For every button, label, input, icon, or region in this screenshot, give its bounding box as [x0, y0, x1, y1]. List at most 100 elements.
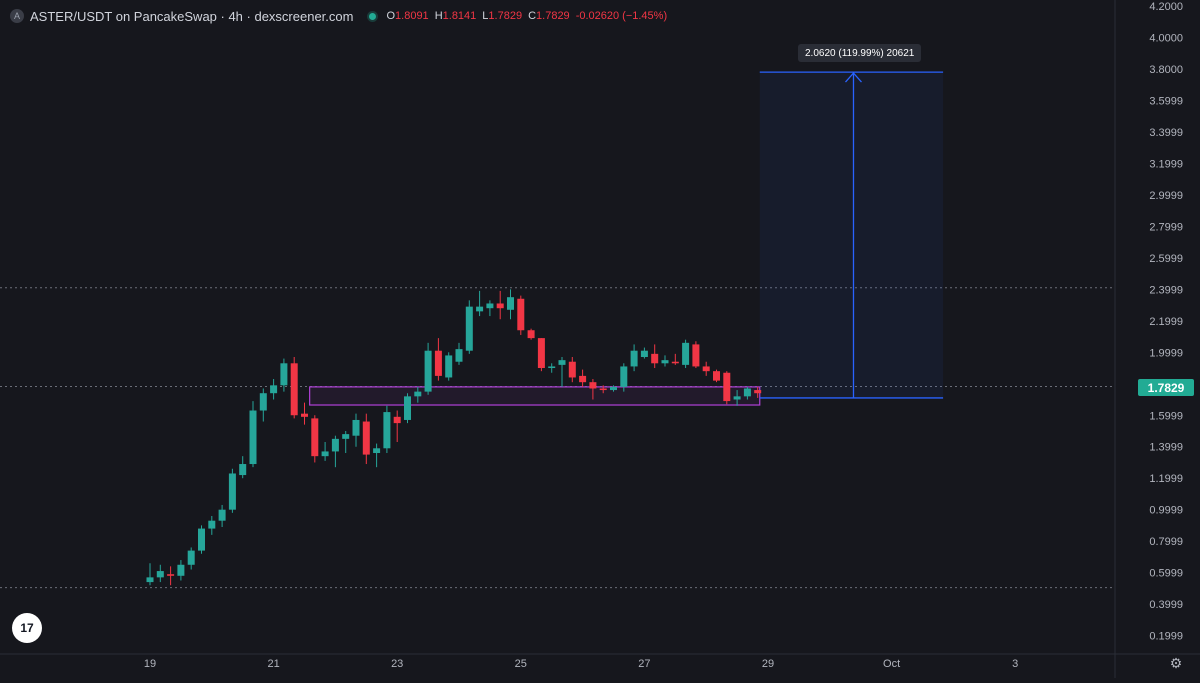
candle-up — [404, 393, 411, 424]
candle-up — [280, 358, 288, 392]
candle-body — [198, 528, 205, 551]
candle-up — [187, 547, 195, 570]
candle-body — [548, 366, 556, 369]
price-tick-label: 4.2000 — [1149, 1, 1183, 13]
candle-body — [373, 448, 381, 454]
candle-up — [218, 504, 226, 527]
low-value: L1.7829 — [482, 10, 523, 22]
candle-up — [249, 401, 257, 468]
candle-up — [239, 456, 247, 479]
candle-up — [630, 344, 638, 372]
price-tick-label: 2.1999 — [1149, 316, 1183, 328]
candle-body — [434, 350, 442, 376]
candle-body — [187, 550, 195, 565]
candle-body — [259, 393, 267, 411]
candle-body — [218, 509, 226, 521]
candle-body — [610, 386, 617, 391]
candle-body — [743, 388, 751, 397]
candle-down — [362, 413, 370, 465]
candle-up — [743, 386, 751, 400]
candle-down — [517, 295, 525, 335]
candle-up — [270, 379, 278, 400]
price-range-measure[interactable] — [759, 71, 944, 399]
candle-body — [362, 421, 370, 455]
price-tick-label: 3.1999 — [1149, 158, 1183, 170]
candle-body — [290, 363, 298, 416]
time-tick-label: 29 — [762, 658, 774, 670]
candle-body — [713, 371, 720, 381]
candle-body — [568, 361, 576, 378]
candle-body — [476, 306, 484, 312]
candle-up — [455, 342, 463, 365]
candle-down — [702, 361, 710, 376]
candle-body — [455, 349, 463, 362]
candle-body — [527, 330, 535, 339]
candle-down — [599, 385, 607, 394]
measure-box — [759, 72, 944, 398]
candle-up — [414, 386, 422, 403]
close-value: C1.7829 — [528, 10, 570, 22]
candle-body — [630, 350, 638, 367]
candle-down — [537, 338, 545, 372]
candle-up — [733, 390, 741, 406]
price-tick-label: 0.3999 — [1149, 599, 1183, 611]
price-tick-label: 0.7999 — [1149, 536, 1183, 548]
support-zone[interactable] — [309, 386, 761, 406]
time-tick-label: 27 — [638, 658, 650, 670]
candle-body — [270, 385, 278, 394]
candle-body — [352, 419, 360, 436]
candle-down — [713, 369, 720, 383]
candle-body — [301, 413, 308, 417]
time-tick-label: 25 — [515, 658, 527, 670]
price-tick-label: 2.7999 — [1149, 221, 1183, 233]
candle-up — [445, 352, 453, 381]
measure-label: 2.0620 (119.99%) 20621 — [798, 44, 922, 62]
candle-up — [352, 413, 360, 447]
measure-arrow-head — [845, 72, 862, 83]
candle-body — [228, 473, 236, 510]
candle-body — [496, 303, 504, 309]
price-tick-label: 3.8000 — [1149, 64, 1183, 76]
time-tick-label: 3 — [1012, 658, 1018, 670]
candle-down — [568, 357, 576, 383]
tradingview-logo-icon[interactable]: 17 — [12, 613, 42, 643]
candle-up — [342, 430, 350, 454]
candle-body — [702, 366, 710, 372]
time-tick-label: Oct — [883, 658, 900, 670]
candle-down — [393, 410, 401, 442]
price-tick-label: 0.5999 — [1149, 568, 1183, 580]
price-tick-label: 1.3999 — [1149, 442, 1183, 454]
candle-body — [589, 382, 597, 389]
candle-up — [507, 289, 514, 320]
price-axis[interactable]: 4.2000 4.0000 3.8000 3.5999 3.3999 3.1999 2.99… — [1149, 1, 1183, 643]
candle-down — [311, 415, 319, 463]
open-value: O1.8091 — [386, 10, 429, 22]
chart-title[interactable]: ASTER/USDT on PancakeSwap · 4h · dexscre… — [30, 8, 354, 24]
candle-up — [208, 515, 216, 535]
candle-up — [383, 405, 391, 454]
candle-down — [754, 386, 762, 398]
candle-body — [620, 366, 628, 387]
price-tick-label: 4.0000 — [1149, 32, 1183, 44]
time-axis[interactable]: 19 21 23 25 27 29 Oct 3 — [144, 658, 1018, 670]
price-tick-label: 0.9999 — [1149, 505, 1183, 517]
candle-down — [496, 290, 504, 320]
settings-gear-icon[interactable]: ⚙ — [1169, 654, 1183, 671]
candle-body — [404, 396, 411, 420]
candle-body — [723, 372, 731, 402]
candle-down — [527, 328, 535, 340]
candle-body — [507, 297, 514, 310]
candle-body — [579, 375, 587, 383]
market-status-icon[interactable] — [369, 12, 377, 20]
candle-body — [311, 418, 319, 457]
candle-body — [177, 564, 185, 576]
price-tick-label: 2.9999 — [1149, 190, 1183, 202]
candle-body — [558, 360, 566, 365]
candle-body — [156, 571, 164, 578]
candle-down — [589, 379, 597, 400]
candle-body — [671, 361, 679, 364]
candle-body — [249, 410, 257, 465]
